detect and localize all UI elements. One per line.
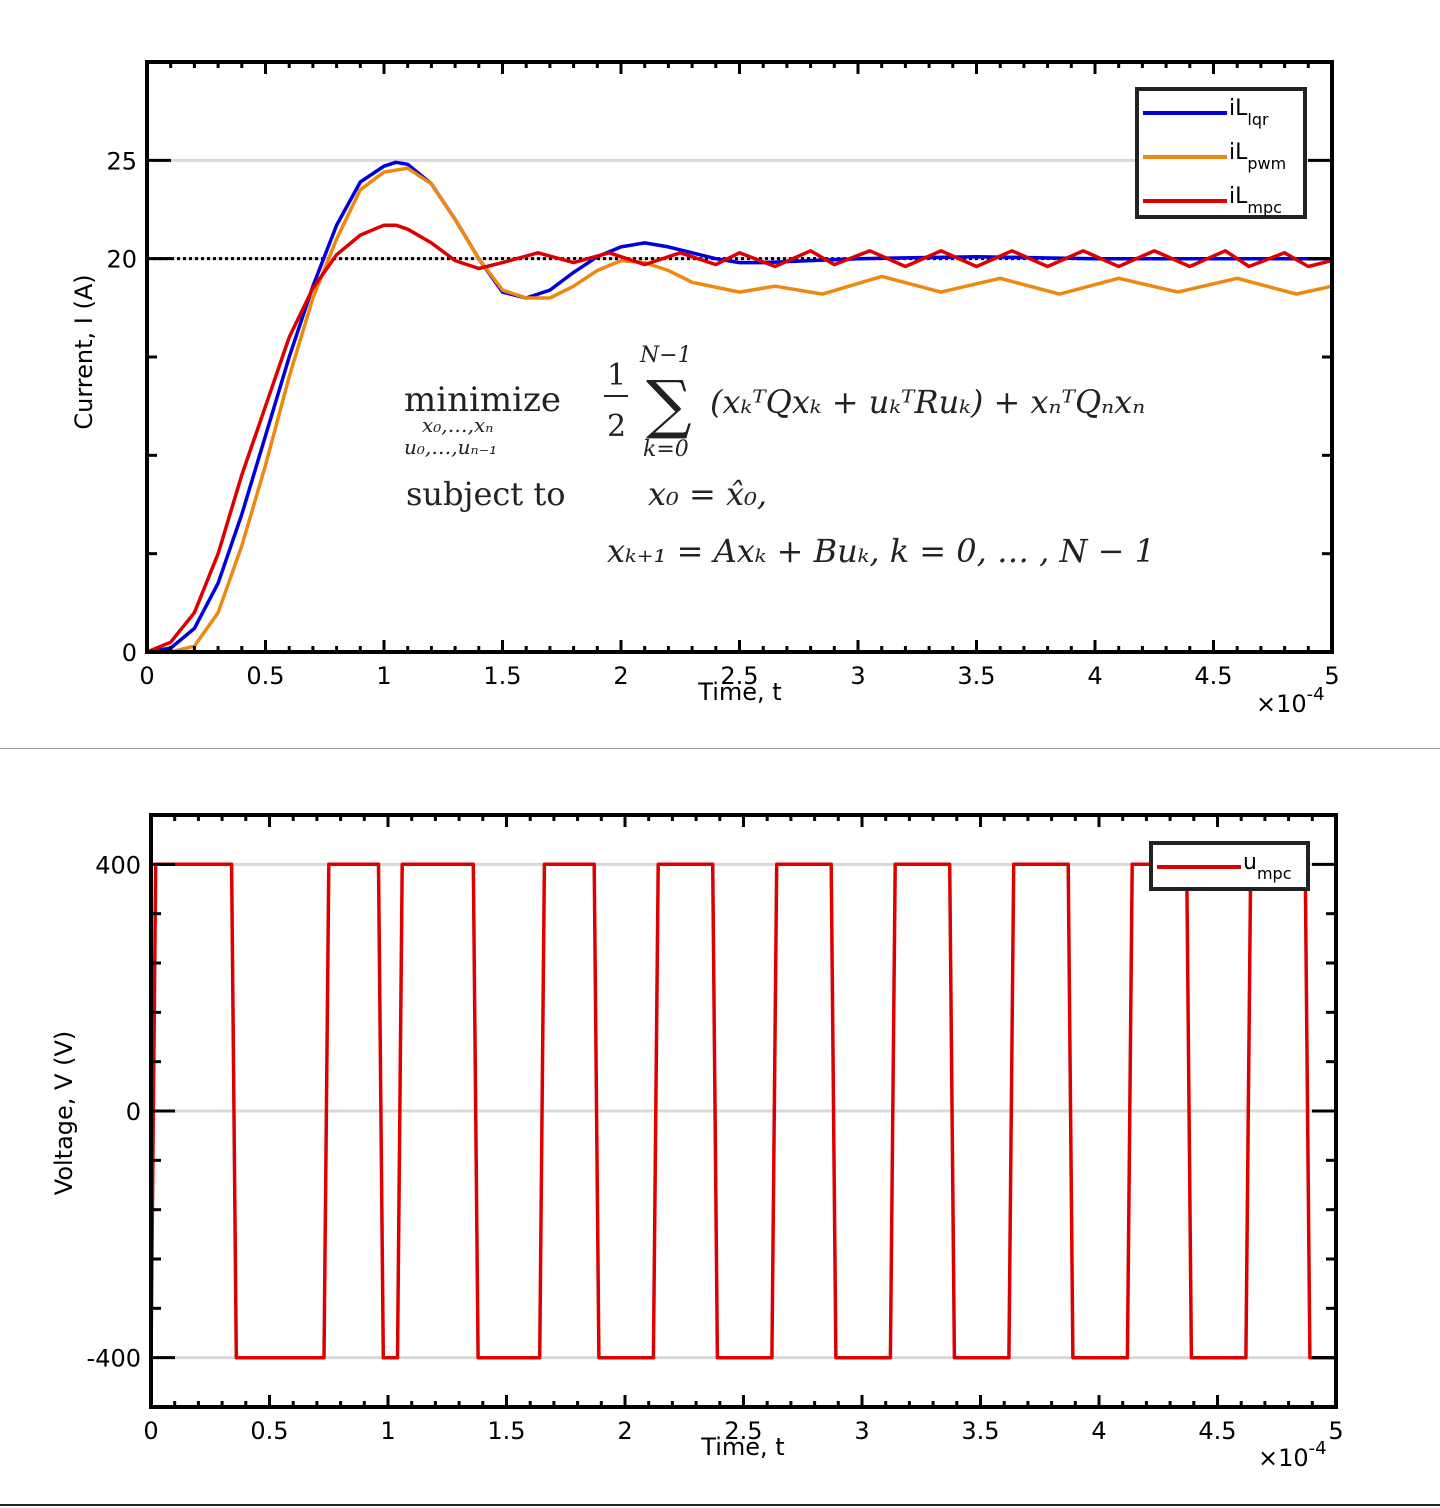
y-tick-label: 0 <box>122 639 137 667</box>
x-tick-label: 4 <box>1087 662 1102 690</box>
current-chart: 0 0.5 1 1.5 2 2.5 3 3.5 4 4.5 5 0 20 25 Time, t Curre… <box>70 60 1340 718</box>
x-tick-label: 1 <box>380 1417 395 1445</box>
legend-entry-u-mpc: umpc <box>1243 850 1292 883</box>
voltage-chart-panel: 0 0.5 1 1.5 2 2.5 3 3.5 4 4.5 5 400 0 -400 Time, t Vo… <box>0 748 1440 1506</box>
formula-sum-top: N−1 <box>639 343 692 368</box>
x-tick-label: 3.5 <box>961 1417 999 1445</box>
y-tick-label: 25 <box>106 147 137 175</box>
formula-constraint-dynamics: xₖ₊₁ = Axₖ + Buₖ, k = 0, … , N − 1 <box>607 532 1155 570</box>
series-line-iL-pwm <box>147 166 1333 654</box>
legend-entry-iL-lqr: iLlqr <box>1229 96 1269 129</box>
y-tick-label: -400 <box>87 1345 141 1373</box>
y-tick-label: 0 <box>126 1098 141 1126</box>
formula-objective: (xₖᵀQxₖ + uₖᵀRuₖ) + xₙᵀQₙxₙ <box>710 383 1145 421</box>
x-multiplier: ×10-4 <box>1258 1438 1327 1472</box>
x-tick-label: 3 <box>854 1417 869 1445</box>
x-tick-label: 3.5 <box>957 662 995 690</box>
x-tick-label: 0 <box>143 1417 158 1445</box>
formula-frac-den: 2 <box>607 409 626 444</box>
formula-sum-bottom: k=0 <box>643 437 689 462</box>
x-tick-label: 4.5 <box>1194 662 1232 690</box>
legend: umpc <box>1149 841 1310 891</box>
x-tick-label: 1 <box>376 662 391 690</box>
legend-entry-iL-pwm: iLpwm <box>1229 140 1286 173</box>
x-tick-label: 2.5 <box>724 1417 762 1445</box>
current-chart-panel: 0 0.5 1 1.5 2 2.5 3 3.5 4 4.5 5 0 20 25 Time, t Curre… <box>0 0 1440 748</box>
optimization-formula: minimize x₀,…,xₙ u₀,…,uₙ₋₁ 1 2 N−1 ∑ k=0… <box>404 343 1155 570</box>
y-axis-label: Current, I (A) <box>70 274 98 429</box>
formula-frac-num: 1 <box>607 358 626 393</box>
x-tick-label: 1.5 <box>483 662 521 690</box>
y-tick-label: 400 <box>95 851 141 879</box>
x-tick-label: 2 <box>613 662 628 690</box>
x-tick-label: 1.5 <box>487 1417 525 1445</box>
voltage-chart: 0 0.5 1 1.5 2 2.5 3 3.5 4 4.5 5 400 0 -400 Time, t Vo… <box>50 813 1344 1472</box>
x-tick-label: 4.5 <box>1198 1417 1236 1445</box>
x-multiplier: ×10-4 <box>1256 684 1325 718</box>
x-tick-label: 4 <box>1091 1417 1106 1445</box>
formula-sum-sign: ∑ <box>646 368 692 442</box>
x-tick-label: 2.5 <box>720 662 758 690</box>
formula-minimize: minimize <box>404 380 561 420</box>
y-tick-label: 20 <box>106 246 137 274</box>
legend-entry-iL-mpc: iLmpc <box>1229 184 1282 217</box>
formula-subject-to: subject to <box>406 475 565 513</box>
series-line-iL-mpc <box>146 223 1333 654</box>
x-axis-label: Time, t <box>697 678 781 706</box>
x-tick-label: 5 <box>1328 1417 1343 1445</box>
formula-constraint-initial: x₀ = x̂₀, <box>648 475 767 513</box>
x-tick-label: 2 <box>617 1417 632 1445</box>
formula-minimize-sub-x: x₀,…,xₙ <box>422 413 493 437</box>
y-axis-label: Voltage, V (V) <box>50 1031 78 1195</box>
formula-minimize-sub-u: u₀,…,uₙ₋₁ <box>404 435 497 459</box>
legend: iLlqr iLpwm iLmpc <box>1135 87 1307 219</box>
x-tick-label: 0 <box>139 662 154 690</box>
x-tick-label: 3 <box>850 662 865 690</box>
legend-box <box>1135 87 1307 219</box>
x-axis-label: Time, t <box>700 1433 784 1461</box>
x-tick-label: 5 <box>1324 662 1339 690</box>
x-tick-label: 0.5 <box>246 662 284 690</box>
x-tick-label: 0.5 <box>250 1417 288 1445</box>
